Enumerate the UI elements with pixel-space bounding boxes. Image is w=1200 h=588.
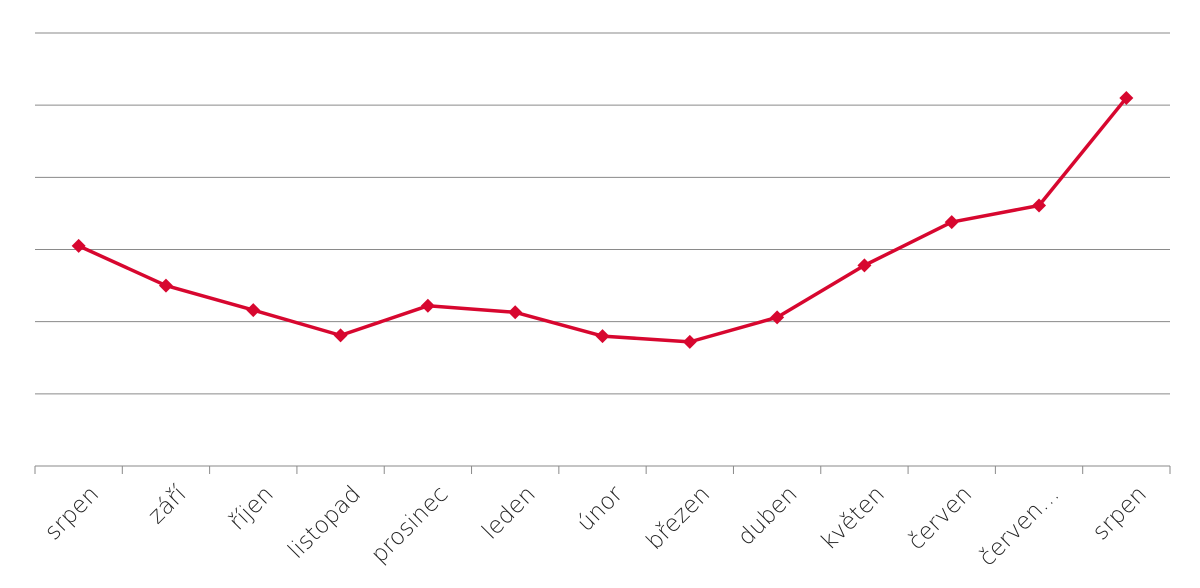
marker <box>71 238 86 253</box>
marker <box>246 303 261 318</box>
x-tick-label: prosinec <box>366 481 453 568</box>
marker <box>333 328 348 343</box>
marker <box>1032 198 1047 213</box>
marker <box>857 258 872 273</box>
marker <box>420 298 435 313</box>
x-tick-label: duben <box>733 481 803 551</box>
x-tick-label: srpen <box>40 481 104 545</box>
x-tick-label: listopad <box>283 481 366 564</box>
marker <box>508 305 523 320</box>
x-tick-label: únor <box>572 481 628 537</box>
marker <box>1119 90 1134 105</box>
x-tick-label: říjen <box>224 481 278 535</box>
x-tick-label: červen <box>903 481 977 555</box>
marker <box>158 278 173 293</box>
x-tick-label: březen <box>641 481 715 555</box>
marker <box>682 334 697 349</box>
x-tick-label: červen… <box>974 481 1064 571</box>
marker <box>944 215 959 230</box>
marker <box>595 329 610 344</box>
line <box>77 96 1128 344</box>
x-tick-label: září <box>143 481 192 530</box>
x-tick-label: srpen <box>1088 481 1152 545</box>
marker <box>770 310 785 325</box>
x-tick-label: květen <box>816 481 890 555</box>
x-tick-label: leden <box>477 481 541 545</box>
